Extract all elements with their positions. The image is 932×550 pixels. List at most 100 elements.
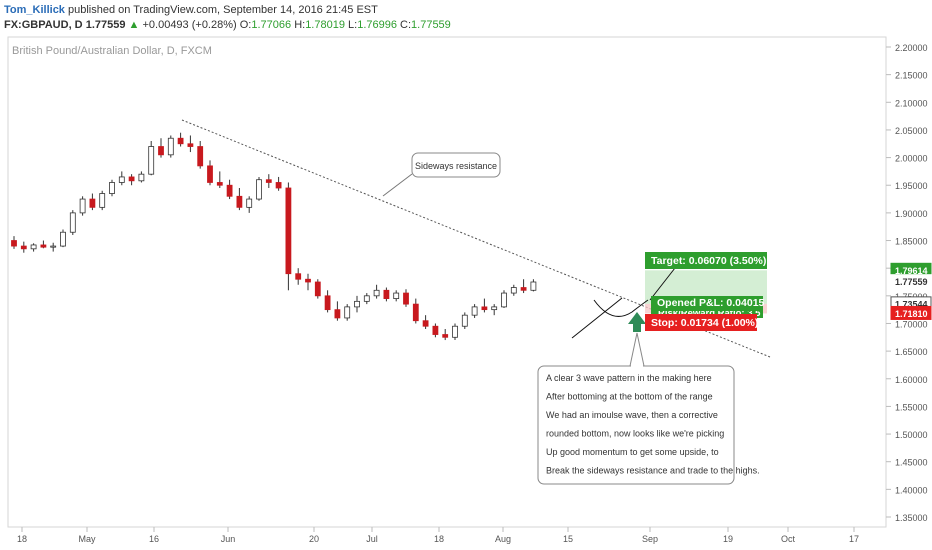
drawings-layer: Sideways resistance A clear 3 wave patter…: [181, 119, 771, 485]
candle-body: [236, 195, 243, 208]
candle-body: [471, 306, 478, 316]
candle-body: [510, 287, 517, 294]
candle-body: [109, 182, 115, 194]
resistance-label: Sideways resistance: [415, 161, 497, 171]
candle-body: [20, 245, 27, 250]
candle-body: [148, 146, 155, 175]
candle-body: [383, 289, 390, 299]
y-tick-label: 1.85000: [895, 237, 928, 247]
projection-line: [649, 267, 676, 301]
candle-body: [226, 184, 233, 197]
candle-body: [481, 306, 488, 311]
candle-body: [403, 292, 409, 305]
candle-body: [60, 231, 66, 247]
candle-body: [285, 187, 292, 275]
author-link[interactable]: Tom_Killick: [4, 4, 65, 16]
price-label-text: 1.73544: [895, 299, 928, 309]
note-line: rounded bottom, now looks like we're pic…: [546, 429, 724, 439]
price-label-text: 1.71810: [895, 309, 928, 319]
open-value: 1.77066: [251, 19, 292, 31]
price-label-box: [890, 274, 932, 289]
candle-body: [118, 176, 125, 183]
note-line: A clear 3 wave pattern in the making her…: [546, 373, 712, 383]
note-line: After bottoming at the bottom of the ran…: [546, 392, 713, 402]
target-label: Target: 0.06070 (3.50%): [651, 255, 766, 267]
close-value: 1.77559: [411, 19, 451, 31]
note-line: Break the sideways resistance and trade …: [546, 466, 760, 476]
candle-body: [314, 281, 321, 297]
low-label: L:: [348, 19, 358, 31]
published-text: published on TradingView.com, September …: [68, 4, 378, 16]
candle-body: [50, 245, 57, 248]
x-tick-label: Jun: [221, 534, 236, 544]
note-callout-pointer: [629, 332, 645, 367]
low-value: 1.76996: [357, 19, 397, 31]
ohlc-line: FX:GBPAUD, D 1.77559 ▲ +0.00493 (+0.28%)…: [4, 19, 451, 31]
high-label: H:: [294, 19, 306, 31]
last-price: 1.77559: [85, 19, 126, 31]
opened-pl-label: Opened P&L: 0.04015: [657, 297, 765, 309]
y-tick-label: 2.05000: [895, 126, 928, 136]
price-label-text: 1.79614: [895, 266, 928, 276]
candle-body: [138, 173, 145, 182]
candle-body: [187, 143, 194, 147]
y-tick-label: 1.95000: [895, 181, 928, 191]
candle-body: [363, 295, 370, 302]
impulse-line: [571, 297, 623, 339]
candle-body: [11, 240, 17, 247]
candle-body: [177, 137, 184, 145]
x-tick-label: Aug: [495, 534, 511, 544]
candle-body: [79, 198, 86, 214]
candle-body: [167, 137, 174, 156]
plot-frame: [7, 36, 887, 528]
candle-body: [295, 273, 302, 280]
y-tick-label: 1.55000: [895, 402, 928, 412]
resistance-callout-pointer: [382, 173, 413, 197]
candle-body: [305, 278, 311, 283]
price-label-text: 1.77559: [895, 277, 928, 287]
candle-body: [373, 289, 380, 297]
x-tick-label: 20: [309, 534, 319, 544]
candle-body: [128, 176, 135, 182]
candle-body: [354, 300, 360, 308]
candle-body: [99, 193, 106, 208]
x-tick-label: 17: [849, 534, 859, 544]
candle-body: [442, 334, 449, 338]
x-tick-label: Jul: [366, 534, 378, 544]
close-label: C:: [400, 19, 412, 31]
candle-body: [30, 244, 37, 250]
resistance-callout-box: [411, 152, 501, 178]
chart-title: British Pound/Australian Dollar, D, FXCM: [12, 45, 212, 57]
candle-body: [393, 292, 400, 299]
x-tick-label: 15: [563, 534, 573, 544]
candle-body: [246, 198, 253, 208]
y-tick-label: 1.70000: [895, 319, 928, 329]
candle-body: [158, 146, 164, 156]
candle-body: [334, 309, 341, 319]
opened-pl-box: [651, 296, 763, 311]
candle-body: [432, 325, 439, 335]
y-tick-label: 1.65000: [895, 347, 928, 357]
y-tick-label: 1.35000: [895, 513, 928, 523]
x-tick-label: 18: [17, 534, 27, 544]
candle-body: [412, 303, 419, 322]
y-tick-label: 2.10000: [895, 98, 928, 108]
rounded-bottom-curve: [593, 299, 649, 317]
candle-series: [11, 132, 537, 341]
candle-body: [265, 179, 272, 183]
change-arrow-icon: ▲: [128, 19, 140, 31]
y-tick-label: 2.15000: [895, 71, 928, 81]
y-tick-label: 1.50000: [895, 430, 928, 440]
x-tick-label: May: [78, 534, 96, 544]
candle-body: [89, 198, 96, 208]
candle-body: [40, 244, 47, 248]
y-tick-label: 1.45000: [895, 458, 928, 468]
y-tick-label: 1.60000: [895, 375, 928, 385]
y-tick-label: 1.40000: [895, 485, 928, 495]
change-value: +0.00493 (+0.28%): [142, 19, 237, 31]
candle-body: [461, 314, 468, 327]
open-label: O:: [239, 19, 252, 31]
chart-header: Tom_Killick published on TradingView.com…: [0, 0, 932, 36]
